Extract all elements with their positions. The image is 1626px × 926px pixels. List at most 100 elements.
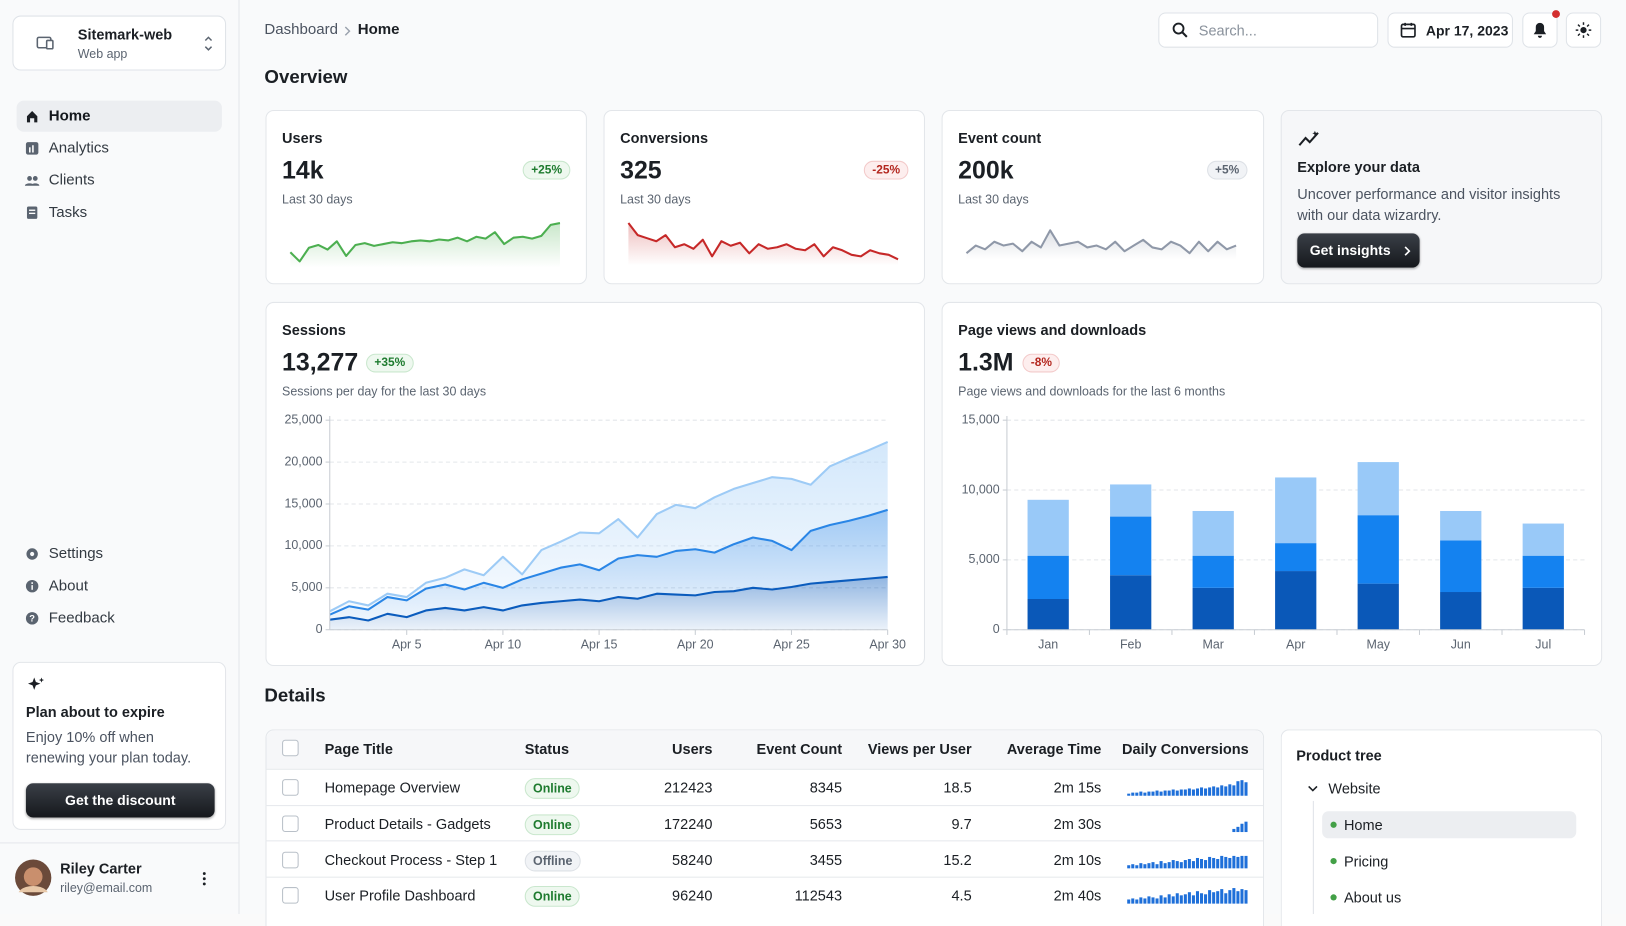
app-icon [36,36,54,50]
breadcrumb-item[interactable]: Dashboard [264,21,338,39]
app-selector[interactable]: Sitemark-web Web app [12,15,227,71]
cell: 112543 [794,887,843,904]
card-value: 14k [282,156,324,185]
cell: 2m 10s [1053,851,1102,869]
divider [0,842,239,844]
chevrons [204,36,213,51]
status-chip: Online [524,814,581,836]
search-icon [1172,22,1188,38]
tree-title: Product tree [1296,746,1382,764]
cell: 8345 [809,779,843,796]
column-header[interactable]: Status [524,740,570,758]
nav-label: Analytics [48,140,109,157]
promo-text: Enjoy 10% off when renewing your plan to… [25,728,192,766]
date-picker[interactable]: Apr 17, 2023 [1387,12,1513,48]
checkbox[interactable] [282,887,299,904]
column-header[interactable]: Daily Conversions [1122,740,1249,758]
nav-label: Clients [48,172,95,189]
checkbox[interactable] [282,739,299,757]
column-header[interactable]: Page Title [324,740,393,758]
nav-item[interactable]: Clients [17,165,222,196]
insight-title: Explore your data [1297,158,1420,176]
notifications-button[interactable] [1522,12,1558,48]
column-header[interactable]: Views per User [867,740,972,758]
trend-chip: -8% [1022,353,1061,373]
more-button[interactable] [197,870,212,887]
tree-label: About us [1343,889,1402,906]
nav-label: Feedback [48,610,115,627]
column-header[interactable]: Event Count [756,740,843,758]
avatar [15,859,52,896]
tree-node[interactable]: Website [1328,780,1381,797]
status-chip: Online [524,778,581,799]
insight-icon [1298,130,1319,146]
expand-icon[interactable] [1307,782,1319,794]
date-label: Apr 17, 2023 [1425,22,1509,38]
cell: Checkout Process - Step 1 [324,851,498,869]
stat-card: Conversions 325 -25% Last 30 days [603,109,925,285]
cell: 4.5 [951,887,972,904]
sparkle-icon [27,677,45,690]
icon [25,142,39,155]
user-name: Riley Carter [60,860,142,877]
stat-card: Event count 200k +5% Last 30 days [941,109,1265,285]
card-title: Conversions [620,129,709,147]
search-placeholder: Search... [1198,21,1257,39]
checkbox[interactable] [282,815,299,833]
icon [24,176,40,186]
cell: 172240 [663,815,713,833]
tree-node[interactable]: Pricing [1322,848,1576,875]
card-interval: Last 30 days [620,191,691,207]
search-box[interactable]: Search... [1158,12,1379,48]
cell: Homepage Overview [324,779,461,796]
nav-item[interactable]: Analytics [17,133,222,164]
column-header[interactable]: Users [672,740,713,758]
trend-chip: +25% [522,160,571,180]
nav-label: Home [48,107,91,125]
nav-item[interactable]: Tasks [17,197,222,228]
cell: 9.7 [951,815,972,833]
status-dot [1330,894,1337,901]
checkbox[interactable] [282,851,299,869]
nav-label: About [48,577,89,595]
checkbox[interactable] [282,779,299,796]
nav-item[interactable]: Home [16,100,222,132]
chart-title: Page views and downloads [958,321,1147,339]
card-title: Users [282,129,323,147]
tree-node[interactable]: Home [1322,811,1577,839]
cell: User Profile Dashboard [324,887,476,904]
nav-item[interactable]: About [17,571,222,602]
row-divider [265,876,1264,878]
status-chip: Online [524,885,581,907]
icon [26,206,38,219]
chart-subtitle: Sessions per day for the last 30 days [282,383,487,399]
cell: 2m 15s [1053,779,1102,796]
trend-chip: -25% [863,160,909,180]
column-header[interactable]: Average Time [1006,740,1102,758]
nav-label: Tasks [48,204,88,221]
insight-text: Uncover performance and visitor insights… [1297,185,1561,224]
insights-button[interactable]: Get insights [1297,233,1420,268]
cell: 58240 [672,851,713,869]
theme-button[interactable] [1565,12,1602,48]
nav-item[interactable]: Settings [17,538,222,569]
app-name: Sitemark-web [77,25,173,43]
nav-item[interactable]: ? Feedback [17,603,222,634]
cell: 96240 [672,887,713,904]
nav-label: Settings [48,545,104,563]
cell: Product Details - Gadgets [324,815,491,833]
tree-guide [1312,800,1314,915]
breadcrumb-item: Home [357,21,400,39]
card-value: 325 [620,156,662,185]
sun-icon [1575,22,1592,38]
notification-badge [1552,10,1560,18]
cell: 18.5 [943,779,972,796]
chart-card: Sessions 13,277 +35% Sessions per day fo… [265,301,925,667]
discount-button[interactable]: Get the discount [25,783,215,818]
breadcrumb-separator [344,26,351,36]
section-title: Overview [264,66,348,88]
chevron-icon [1404,245,1411,256]
tree-node[interactable]: About us [1322,884,1576,911]
